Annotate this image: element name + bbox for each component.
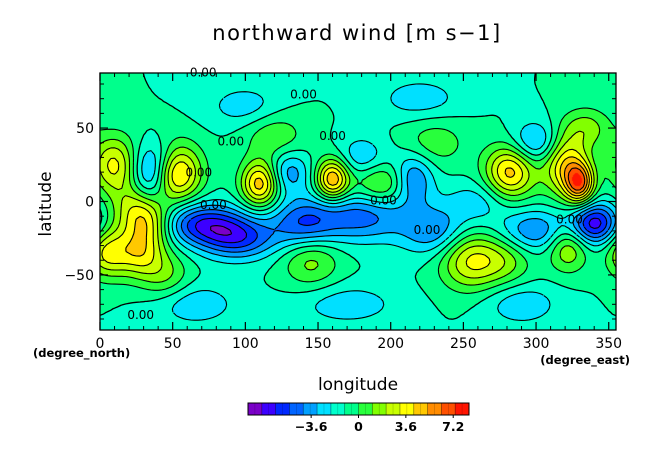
contour-label: 0.00 (127, 308, 154, 322)
contour-label: 0.00 (556, 213, 583, 227)
contour-line (99, 116, 617, 286)
contour-line (194, 217, 602, 244)
chart-title: northward wind [m s−1] (212, 21, 501, 45)
x-unit-label: (degree_east) (540, 353, 630, 368)
plot-area: 0.000.000.000.000.000.00 0.000.000.000.00 (99, 66, 617, 331)
contour-line (125, 156, 590, 257)
colorbar-tick-label: 7.2 (442, 419, 464, 434)
x-tick-label: 300 (523, 336, 550, 352)
contour-lines (99, 72, 617, 321)
colorbar-swatch (275, 403, 290, 415)
contour-line (563, 162, 588, 194)
colorbar-tick-label: 0 (354, 419, 363, 434)
contour-line (567, 167, 586, 191)
contour-label: 0.00 (185, 166, 212, 180)
colorbar-swatch (303, 403, 318, 415)
x-tick-label: 200 (377, 336, 404, 352)
contour-label: 0.00 (370, 193, 397, 207)
x-tick-label: 50 (164, 336, 182, 352)
colorbar: −3.6 0 3.6 7.2 (247, 402, 470, 434)
contour-line (101, 148, 593, 271)
colorbar-swatch (386, 403, 401, 415)
colorbar-swatch (358, 403, 373, 415)
x-tick-label: 250 (450, 336, 477, 352)
contour-labels: 0.000.000.000.000.000.00 0.000.000.000.00 (127, 66, 583, 322)
colorbar-swatch (455, 403, 470, 415)
colorbar-swatch (399, 403, 415, 415)
x-axis-label: longitude (318, 375, 398, 395)
colorbar-swatch (248, 403, 263, 415)
x-axis: 0 50 100 150 200 250 300 350 (96, 73, 622, 352)
contour-label: 0.00 (414, 223, 441, 237)
y-axis-label: latitude (36, 171, 56, 236)
contour-label: 0.00 (290, 88, 317, 102)
y-tick-label: 0 (85, 195, 94, 211)
x-tick-label: 100 (232, 336, 259, 352)
colorbar-swatch (330, 403, 345, 415)
colorbar-swatch (427, 403, 442, 415)
contour-line (141, 83, 617, 321)
colorbar-swatch (344, 403, 359, 415)
contour-line (186, 212, 608, 249)
contour-line (175, 166, 616, 258)
x-tick-label: 350 (595, 336, 622, 352)
x-tick-label: 0 (96, 336, 105, 352)
colorbar-swatch (317, 403, 332, 415)
colorbar-swatch (441, 403, 456, 415)
y-tick-label: 50 (76, 121, 94, 137)
colorbar-swatch (413, 403, 428, 415)
colorbar-tick-label: 3.6 (395, 419, 417, 434)
colorbar-swatch (289, 403, 304, 415)
contour-label: 0.00 (319, 129, 346, 143)
y-axis: −50 0 50 (64, 83, 616, 320)
contour-line (210, 225, 233, 236)
x-tick-label: 150 (305, 336, 332, 352)
contour-line (99, 107, 617, 294)
contour-line (180, 206, 612, 253)
colorbar-swatch (372, 403, 387, 415)
contour-label: 0.00 (200, 198, 227, 212)
contour-line (99, 72, 617, 320)
y-tick-label: −50 (64, 268, 94, 284)
y-unit-label: (degree_north) (33, 346, 130, 361)
colorbar-tick-label: −3.6 (295, 419, 328, 434)
contour-label: 0.00 (217, 135, 244, 149)
colorbar-swatch (261, 403, 276, 415)
